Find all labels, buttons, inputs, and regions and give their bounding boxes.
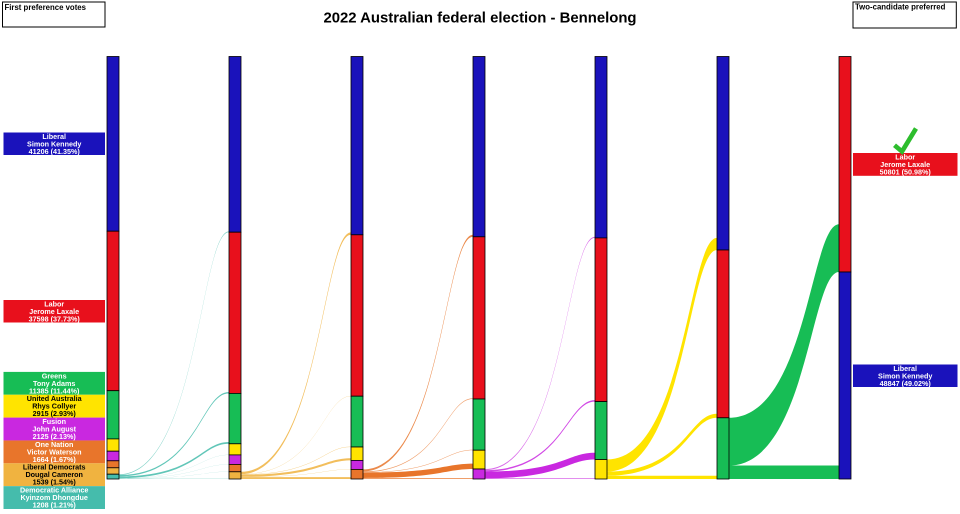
- svg-text:United Australia: United Australia: [27, 394, 83, 403]
- svg-text:1539 (1.54%): 1539 (1.54%): [33, 478, 77, 487]
- svg-text:John August: John August: [32, 425, 76, 434]
- svg-text:2915 (2.93%): 2915 (2.93%): [33, 409, 77, 418]
- svg-text:One Nation: One Nation: [35, 440, 73, 449]
- svg-text:48847 (49.02%): 48847 (49.02%): [880, 379, 932, 388]
- svg-text:1208 (1.21%): 1208 (1.21%): [33, 501, 77, 509]
- svg-text:11385 (11.44%): 11385 (11.44%): [29, 386, 80, 395]
- svg-text:37598 (37.73%): 37598 (37.73%): [29, 314, 81, 323]
- svg-text:41206 (41.35%): 41206 (41.35%): [29, 147, 81, 156]
- svg-text:Kyinzom Dhongdue: Kyinzom Dhongdue: [20, 493, 87, 502]
- svg-text:Liberal: Liberal: [893, 364, 917, 373]
- svg-text:Democratic Alliance: Democratic Alliance: [20, 486, 88, 495]
- svg-text:Two-candidate preferred: Two-candidate preferred: [855, 3, 946, 12]
- svg-text:Jerome Laxale: Jerome Laxale: [880, 160, 930, 169]
- svg-text:2125 (2.13%): 2125 (2.13%): [33, 432, 77, 441]
- svg-text:Labor: Labor: [44, 299, 64, 308]
- svg-text:50801 (50.98%): 50801 (50.98%): [880, 167, 932, 176]
- svg-text:Labor: Labor: [895, 152, 915, 161]
- svg-text:Greens: Greens: [42, 371, 67, 380]
- svg-text:Rhys Collyer: Rhys Collyer: [32, 402, 76, 411]
- svg-text:1664 (1.67%): 1664 (1.67%): [33, 455, 77, 464]
- svg-text:2022 Australian federal electi: 2022 Australian federal election - Benne…: [323, 11, 636, 27]
- svg-text:Victor Waterson: Victor Waterson: [27, 447, 82, 456]
- svg-text:Simon Kennedy: Simon Kennedy: [27, 139, 81, 148]
- svg-text:Fusion: Fusion: [42, 417, 66, 426]
- svg-text:First preference votes: First preference votes: [5, 3, 87, 12]
- svg-text:Simon Kennedy: Simon Kennedy: [878, 371, 932, 380]
- svg-text:Jerome Laxale: Jerome Laxale: [29, 307, 79, 316]
- svg-text:Liberal: Liberal: [42, 132, 66, 141]
- svg-text:Tony Adams: Tony Adams: [33, 379, 75, 388]
- svg-text:Dougal Cameron: Dougal Cameron: [25, 470, 83, 479]
- svg-text:Liberal Democrats: Liberal Democrats: [23, 463, 86, 472]
